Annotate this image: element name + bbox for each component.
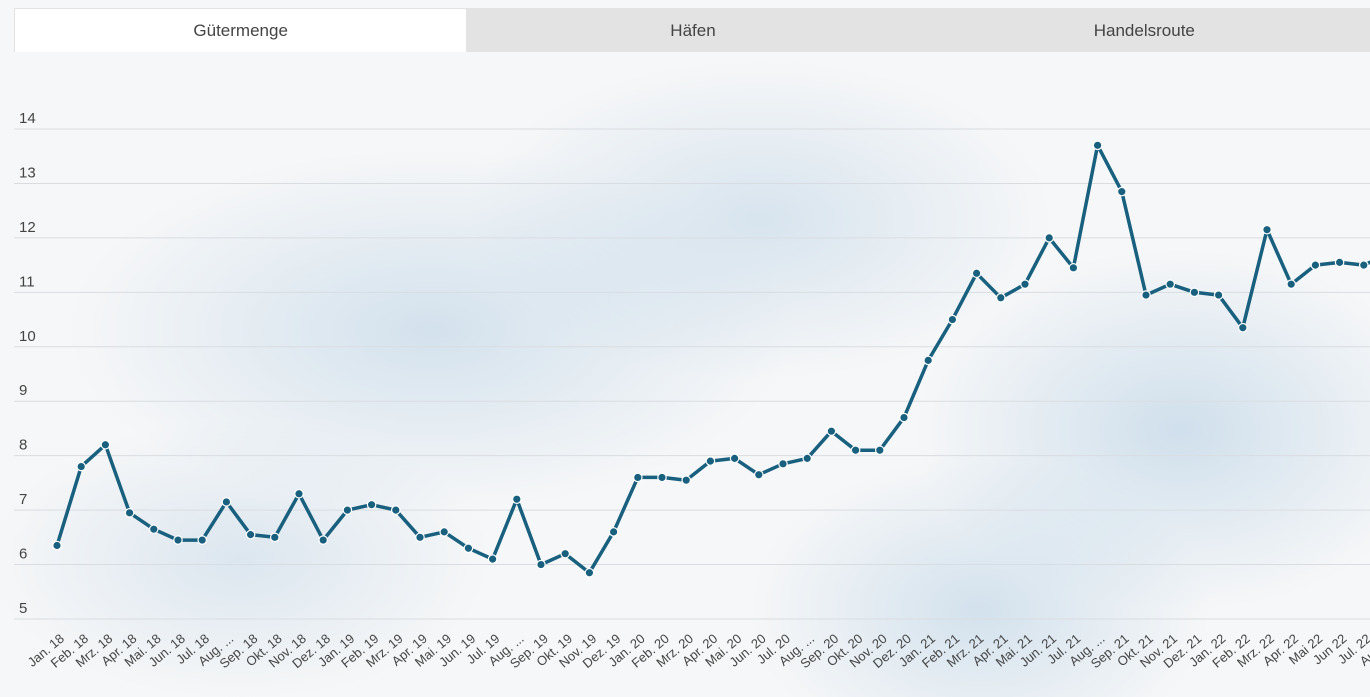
data-point[interactable] [1117, 186, 1127, 197]
y-tick-label: 12 [19, 219, 36, 236]
data-point[interactable] [1286, 279, 1296, 289]
data-point[interactable] [584, 567, 595, 578]
data-point[interactable] [124, 508, 135, 518]
tab-bar: Gütermenge Häfen Handelsroute [14, 8, 1370, 52]
data-point[interactable] [705, 456, 716, 466]
data-point[interactable] [632, 472, 643, 483]
data-point[interactable] [76, 461, 86, 472]
data-point[interactable] [463, 543, 474, 554]
data-point[interactable] [681, 475, 691, 485]
data-point[interactable] [221, 497, 232, 507]
data-point[interactable] [729, 453, 740, 464]
data-point[interactable] [899, 412, 909, 423]
data-point[interactable] [850, 445, 861, 456]
y-tick-label: 5 [19, 600, 27, 617]
y-tick-label: 6 [19, 546, 27, 563]
data-point[interactable] [826, 426, 837, 436]
y-tick-label: 9 [19, 382, 27, 399]
data-point[interactable] [608, 527, 619, 537]
series-polyline [55, 143, 1370, 575]
data-point[interactable] [753, 469, 764, 480]
y-tick-label: 8 [19, 437, 27, 454]
data-point[interactable] [874, 445, 885, 456]
data-point[interactable] [536, 559, 546, 570]
y-tick-label: 7 [19, 491, 27, 508]
data-point[interactable] [560, 548, 570, 559]
data-point[interactable] [318, 535, 328, 545]
tab-guetermenge[interactable]: Gütermenge [14, 8, 468, 52]
data-point[interactable] [149, 524, 159, 534]
data-point[interactable] [778, 459, 788, 469]
data-point[interactable] [923, 355, 933, 366]
data-point[interactable] [1020, 279, 1030, 289]
data-point[interactable] [511, 494, 522, 505]
y-axis: 5 6 7 8 9 10 11 12 13 14 [19, 110, 36, 617]
data-point[interactable] [100, 439, 111, 450]
data-point[interactable] [245, 529, 256, 540]
tab-handelsroute[interactable]: Handelsroute [918, 8, 1370, 52]
data-point[interactable] [1044, 233, 1054, 243]
data-point[interactable] [197, 535, 207, 545]
data-point[interactable] [971, 268, 982, 279]
data-point[interactable] [1334, 257, 1345, 268]
data-point[interactable] [1262, 224, 1272, 235]
data-point[interactable] [995, 292, 1006, 303]
data-point[interactable] [390, 505, 401, 515]
data-point[interactable] [439, 527, 449, 537]
data-point[interactable] [52, 540, 62, 551]
y-tick-label: 13 [19, 164, 36, 181]
y-tick-label: 10 [19, 328, 36, 345]
data-point[interactable] [1068, 263, 1079, 273]
data-point[interactable] [1141, 290, 1151, 300]
y-tick-label: 14 [19, 110, 36, 127]
data-point[interactable] [269, 532, 280, 543]
data-point[interactable] [1238, 322, 1248, 333]
data-point[interactable] [657, 472, 667, 483]
data-point[interactable] [947, 314, 958, 325]
series-points [52, 140, 1369, 578]
data-point[interactable] [1165, 279, 1175, 289]
tab-haefen[interactable]: Häfen [467, 8, 919, 52]
data-point[interactable] [1189, 287, 1200, 298]
data-point[interactable] [1213, 290, 1224, 300]
data-point[interactable] [415, 532, 425, 543]
data-point[interactable] [487, 554, 498, 564]
grid-lines [14, 128, 1370, 620]
data-point[interactable] [1359, 260, 1369, 270]
series-line [55, 143, 1370, 575]
data-point[interactable] [294, 488, 304, 499]
y-tick-label: 11 [19, 273, 35, 290]
data-point[interactable] [366, 499, 377, 510]
data-point[interactable] [342, 505, 353, 515]
data-point[interactable] [1310, 260, 1321, 270]
data-point[interactable] [173, 535, 183, 545]
data-point[interactable] [1092, 140, 1103, 151]
data-point[interactable] [802, 453, 812, 464]
